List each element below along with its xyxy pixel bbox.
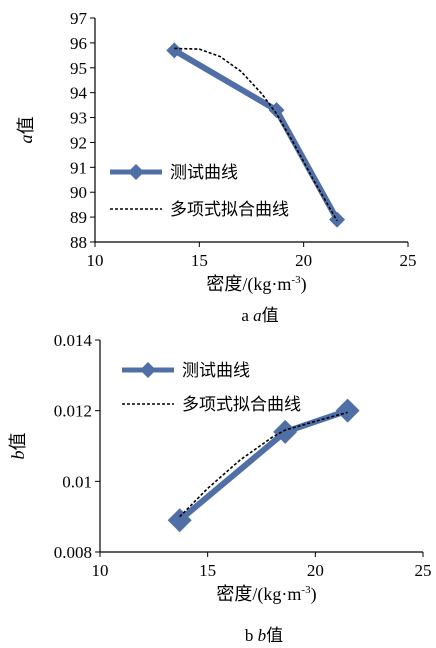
y-axis-label: a值 (16, 117, 36, 144)
legend-marker-test (128, 164, 144, 180)
series-point-test (268, 102, 285, 119)
x-tick-label: 10 (87, 251, 104, 270)
y-tick-label: 0.008 (54, 543, 92, 562)
y-tick-label: 0.014 (54, 331, 93, 350)
x-axis-label: 密度/(kg·m-3) (216, 584, 316, 605)
x-tick-label: 15 (191, 251, 208, 270)
y-axis-label: b值 (8, 433, 28, 460)
legend-label: 测试曲线 (170, 163, 238, 182)
series-line-fit (179, 411, 348, 518)
series-line-test (176, 407, 351, 524)
x-tick-label: 15 (199, 561, 216, 580)
panel-caption: a a值 (241, 306, 278, 325)
legend-label: 多项式拟合曲线 (170, 200, 289, 219)
y-tick-label: 92 (70, 133, 87, 152)
y-tick-label: 94 (70, 84, 88, 103)
series-point-test (166, 42, 183, 59)
chart-panel-a: 88 89 90 91 92 93 94 95 96 97 10 15 20 25 密度/(kg·m-3) a… (16, 9, 417, 325)
y-tick-label: 97 (70, 9, 88, 28)
y-tick-label: 88 (70, 233, 87, 252)
legend-label: 测试曲线 (182, 361, 250, 380)
y-tick-label: 93 (70, 109, 87, 128)
y-tick-label: 0.01 (62, 472, 92, 491)
series-point-test (167, 508, 192, 533)
y-tick-label: 95 (70, 59, 87, 78)
y-tick-label: 89 (70, 208, 87, 227)
x-tick-label: 10 (92, 561, 109, 580)
x-tick-label: 20 (295, 251, 312, 270)
series-line-test (171, 47, 341, 223)
x-tick-label: 25 (415, 561, 432, 580)
series-point-test (335, 398, 360, 423)
series-point-test (273, 419, 298, 444)
y-tick-label: 96 (70, 34, 87, 53)
legend-marker-test (140, 362, 156, 378)
panel-caption: b b值 (245, 626, 283, 645)
series-line-fit (174, 47, 338, 222)
y-tick-label: 0.012 (54, 402, 92, 421)
y-tick-label: 90 (70, 183, 87, 202)
y-tick-label: 91 (70, 158, 87, 177)
x-tick-label: 25 (400, 251, 417, 270)
x-tick-label: 20 (307, 561, 324, 580)
legend-label: 多项式拟合曲线 (182, 395, 301, 414)
chart-panel-b: 0.008 0.01 0.012 0.014 10 15 20 25 密度/(kg·m-3) b值… (8, 331, 432, 645)
x-axis-label: 密度/(kg·m-3) (206, 274, 306, 295)
